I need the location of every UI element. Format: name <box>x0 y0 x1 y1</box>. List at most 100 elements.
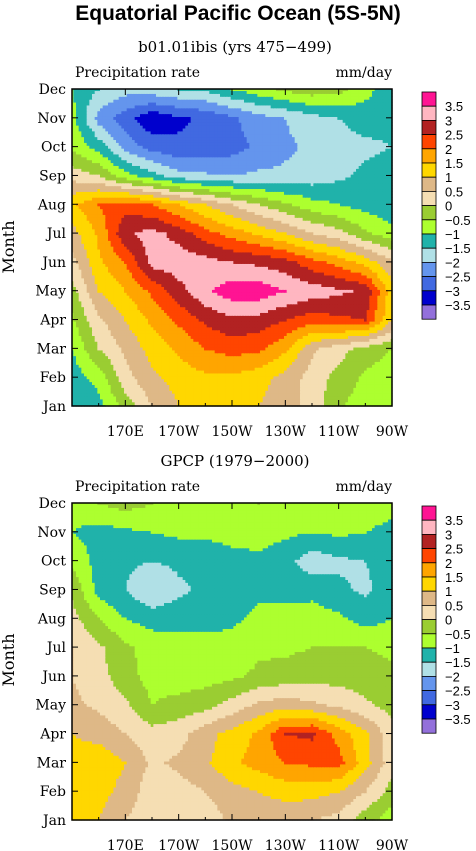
contour-cell <box>225 387 229 391</box>
contour-cell <box>353 338 357 342</box>
contour-cell <box>217 364 221 368</box>
contour-cell <box>329 384 333 388</box>
contour-cell <box>249 384 253 388</box>
contour-cell <box>292 352 296 357</box>
contour-cell <box>308 338 312 342</box>
contour-cell <box>214 355 218 360</box>
contour-cell <box>166 381 170 385</box>
contour-cell <box>188 361 192 365</box>
contour-cell <box>321 341 325 345</box>
contour-cell <box>180 393 184 397</box>
contour-cell <box>72 372 74 377</box>
contour-cell <box>105 395 109 400</box>
contour-cell <box>113 393 117 397</box>
contour-cell <box>340 361 344 365</box>
contour-cell <box>345 358 349 362</box>
contour-cell <box>238 367 242 371</box>
contour-cell <box>81 364 85 368</box>
contour-cell <box>148 395 152 400</box>
contour-cell <box>372 344 376 348</box>
contour-cell <box>321 375 325 380</box>
contour-cell <box>388 367 392 371</box>
contour-cell <box>313 390 317 394</box>
contour-cell <box>284 381 288 385</box>
contour-cell <box>324 381 328 385</box>
contour-cell <box>318 398 322 403</box>
contour-cell <box>150 381 154 385</box>
contour-cell <box>294 361 298 365</box>
contour-cell <box>145 398 149 403</box>
contour-cell <box>201 335 205 339</box>
contour-cell <box>206 390 210 394</box>
contour-cell <box>270 346 274 351</box>
contour-cell <box>158 387 162 391</box>
contour-cell <box>241 401 245 406</box>
contour-cell <box>212 390 216 394</box>
contour-cell <box>214 378 218 383</box>
contour-cell <box>116 384 120 388</box>
contour-cell <box>100 335 104 339</box>
contour-cell <box>148 390 152 394</box>
contour-cell <box>201 338 205 342</box>
contour-cell <box>81 375 85 380</box>
contour-cell <box>233 352 237 357</box>
contour-cell <box>262 384 266 388</box>
contour-cell <box>177 358 181 362</box>
contour-cell <box>164 387 168 391</box>
contour-cell <box>294 335 298 339</box>
contour-cell <box>294 352 298 357</box>
contour-cell <box>350 381 354 385</box>
contour-cell <box>212 355 216 360</box>
contour-cell <box>262 390 266 394</box>
contour-cell <box>94 358 98 362</box>
contour-cell <box>134 355 138 360</box>
contour-cell <box>185 341 189 345</box>
contour-cell <box>89 372 93 377</box>
contour-cell <box>337 384 341 388</box>
contour-cell <box>276 369 280 374</box>
contour-cell <box>310 378 314 383</box>
contour-cell <box>257 346 261 351</box>
contour-cell <box>382 367 386 371</box>
contour-cell <box>382 349 386 354</box>
contour-cell <box>316 364 320 368</box>
contour-cell <box>132 378 136 383</box>
contour-cell <box>281 387 285 391</box>
contour-cell <box>358 361 362 365</box>
contour-cell <box>177 395 181 400</box>
contour-cell <box>129 352 133 357</box>
contour-cell <box>153 355 157 360</box>
contour-cell <box>228 358 232 362</box>
contour-cell <box>380 375 384 380</box>
contour-cell <box>148 335 152 339</box>
contour-cell <box>206 344 210 348</box>
contour-cell <box>286 355 290 360</box>
contour-cell <box>81 341 85 345</box>
contour-cell <box>337 364 341 368</box>
contour-cell <box>177 338 181 342</box>
contour-cell <box>158 358 162 362</box>
contour-cell <box>382 372 386 377</box>
contour-cell <box>150 395 154 400</box>
contour-cell <box>129 335 133 339</box>
contour-cell <box>292 372 296 377</box>
contour-cell <box>246 344 250 348</box>
contour-cell <box>332 344 336 348</box>
contour-cell <box>198 344 202 348</box>
contour-cell <box>126 398 130 403</box>
contour-cell <box>153 387 157 391</box>
contour-cell <box>342 349 346 354</box>
contour-cell <box>321 346 325 351</box>
contour-cell <box>318 355 322 360</box>
contour-cell <box>284 384 288 388</box>
contour-cell <box>92 375 96 380</box>
contour-cell <box>369 390 373 394</box>
contour-cell <box>129 341 133 345</box>
contour-cell <box>382 346 386 351</box>
contour-cell <box>289 387 293 391</box>
contour-cell <box>257 381 261 385</box>
contour-cell <box>385 361 389 365</box>
contour-cell <box>294 364 298 368</box>
contour-cell <box>265 346 269 351</box>
contour-cell <box>254 344 258 348</box>
